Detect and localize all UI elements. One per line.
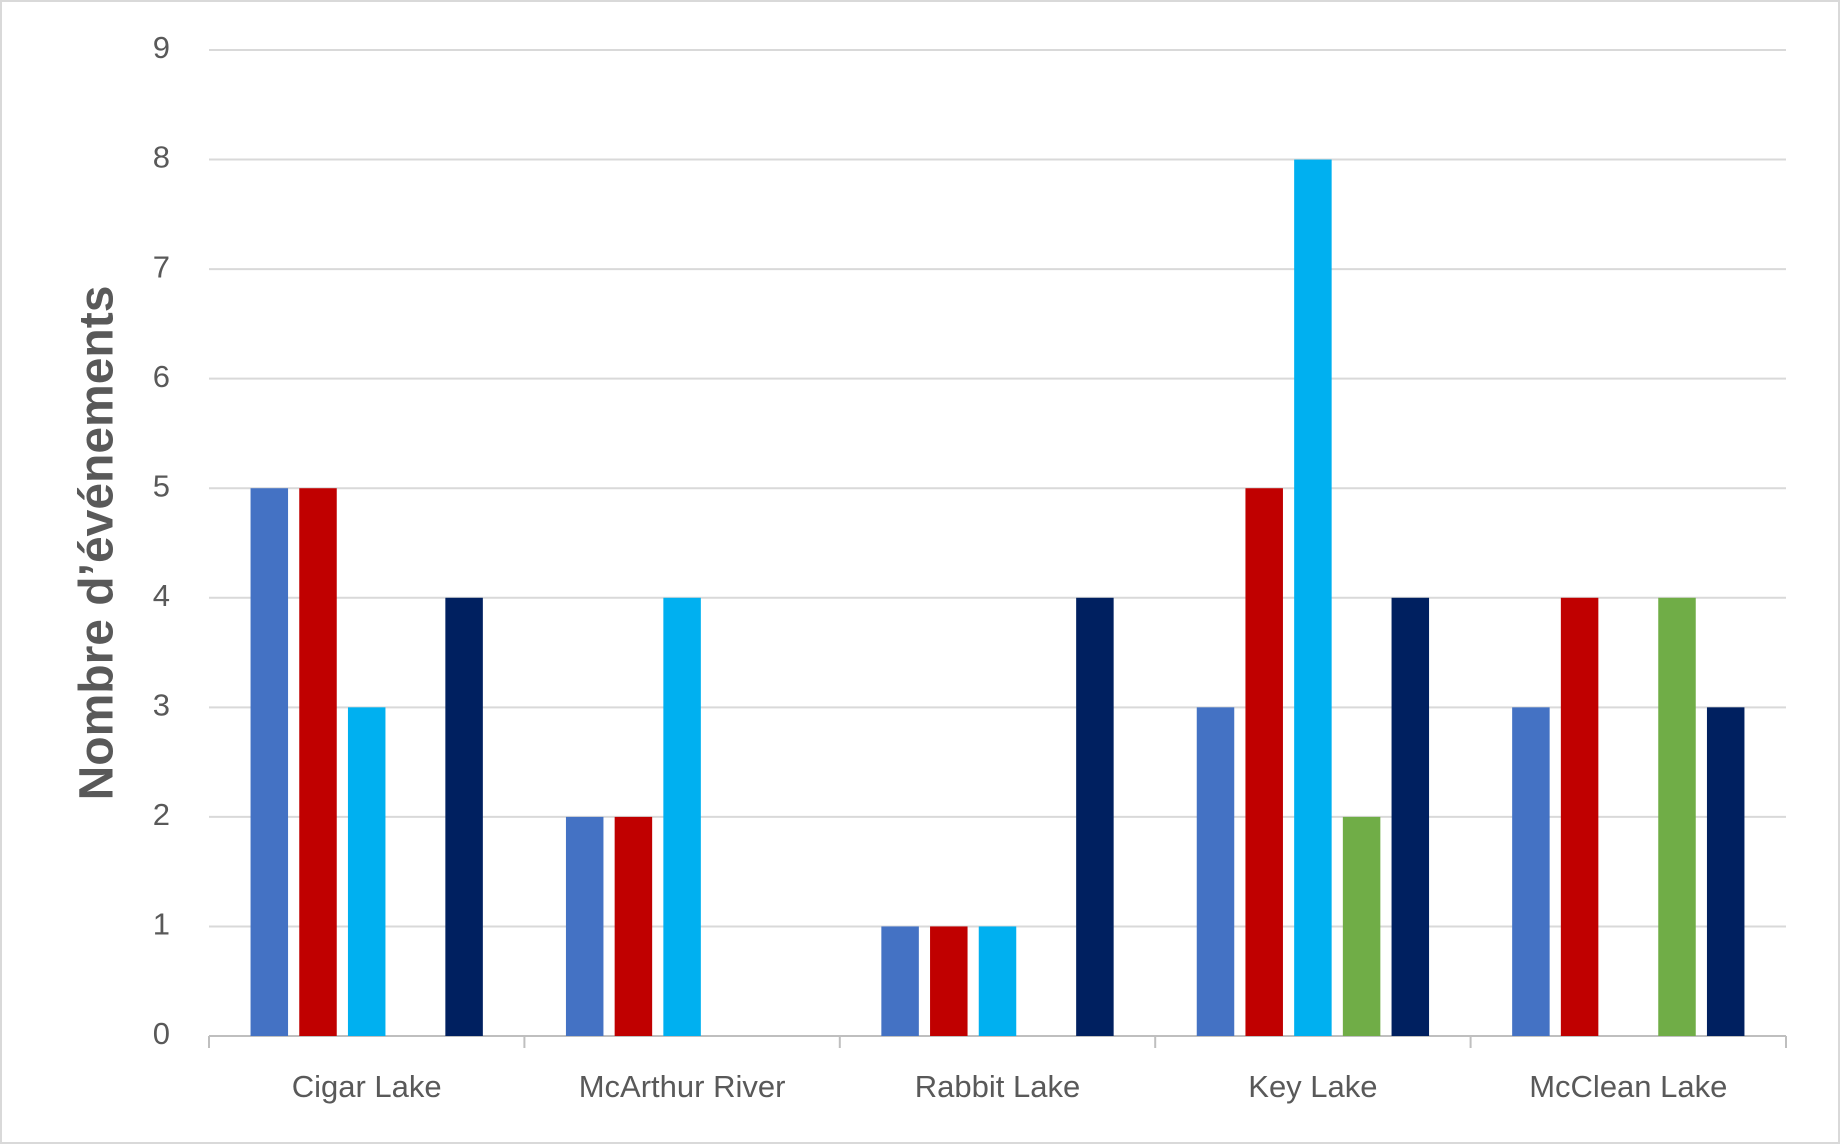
bar — [565, 816, 604, 1036]
x-tick-label: McClean Lake — [1529, 1069, 1727, 1104]
bar — [1076, 597, 1114, 1036]
bar — [1658, 597, 1696, 1036]
bar — [250, 488, 289, 1036]
bar — [1196, 707, 1235, 1036]
bar — [1391, 597, 1430, 1036]
x-tick-label: McArthur River — [579, 1069, 786, 1104]
x-tick-label: Rabbit Lake — [915, 1069, 1080, 1104]
y-tick-label: 0 — [153, 1016, 170, 1051]
bar — [1706, 707, 1745, 1036]
y-tick-label: 5 — [153, 468, 170, 503]
bar — [614, 816, 653, 1036]
x-tick-label: Cigar Lake — [292, 1069, 442, 1104]
bar — [445, 597, 483, 1036]
bar — [299, 488, 337, 1036]
y-tick-label: 7 — [153, 249, 170, 284]
y-tick-label: 3 — [153, 688, 170, 723]
bar — [663, 597, 701, 1036]
y-tick-label: 8 — [153, 140, 170, 175]
bar — [881, 926, 919, 1036]
bar — [1560, 597, 1599, 1036]
bar — [978, 926, 1017, 1036]
bar — [1512, 707, 1550, 1036]
y-tick-label: 1 — [153, 907, 170, 942]
bar — [1294, 159, 1332, 1037]
bar — [930, 926, 968, 1036]
y-axis-label: Nombre d’événements — [71, 286, 124, 801]
y-tick-label: 4 — [153, 578, 170, 613]
y-tick-label: 6 — [153, 359, 170, 394]
bar — [1245, 488, 1283, 1036]
y-tick-label: 9 — [153, 30, 170, 65]
x-tick-label: Key Lake — [1248, 1069, 1377, 1104]
bar — [1342, 816, 1381, 1036]
bar — [347, 707, 386, 1036]
y-tick-label: 2 — [153, 797, 170, 832]
